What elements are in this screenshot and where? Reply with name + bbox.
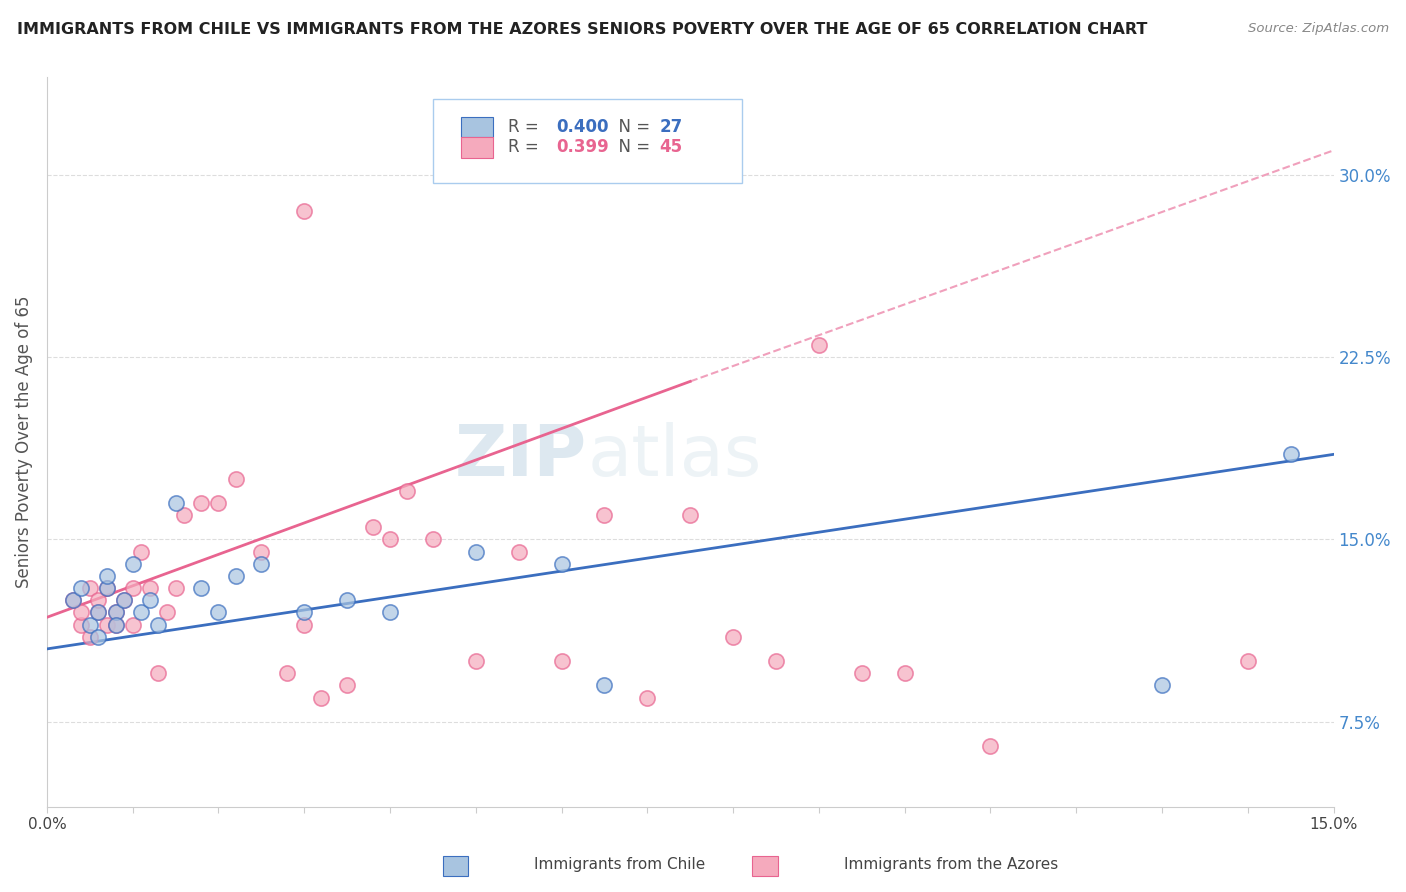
- Point: [62, 593, 84, 607]
- Point: [165, 581, 187, 595]
- Point: [292, 606, 315, 620]
- Point: [129, 544, 152, 558]
- Point: [225, 472, 247, 486]
- Point: [121, 557, 143, 571]
- Point: [190, 581, 212, 595]
- Y-axis label: Seniors Poverty Over the Age of 65: Seniors Poverty Over the Age of 65: [15, 296, 32, 589]
- Text: atlas: atlas: [588, 422, 762, 491]
- Point: [70, 606, 93, 620]
- Text: 0.399: 0.399: [557, 138, 609, 156]
- Text: 45: 45: [659, 138, 682, 156]
- Point: [311, 690, 333, 705]
- Point: [121, 581, 143, 595]
- Point: [979, 739, 1001, 754]
- Point: [139, 593, 162, 607]
- Point: [396, 483, 419, 498]
- Point: [129, 606, 152, 620]
- Text: IMMIGRANTS FROM CHILE VS IMMIGRANTS FROM THE AZORES SENIORS POVERTY OVER THE AGE: IMMIGRANTS FROM CHILE VS IMMIGRANTS FROM…: [17, 22, 1147, 37]
- Text: N =: N =: [607, 138, 655, 156]
- Point: [422, 533, 444, 547]
- Point: [508, 544, 530, 558]
- Point: [104, 617, 127, 632]
- Point: [1150, 678, 1173, 692]
- Point: [79, 617, 101, 632]
- Point: [807, 338, 830, 352]
- Point: [361, 520, 384, 534]
- Text: Source: ZipAtlas.com: Source: ZipAtlas.com: [1249, 22, 1389, 36]
- Point: [593, 508, 616, 523]
- Point: [225, 569, 247, 583]
- Point: [70, 581, 93, 595]
- Point: [336, 593, 359, 607]
- Point: [173, 508, 195, 523]
- Point: [679, 508, 702, 523]
- Point: [721, 630, 744, 644]
- Point: [1279, 447, 1302, 461]
- Text: R =: R =: [508, 118, 544, 136]
- Point: [1236, 654, 1258, 668]
- Point: [96, 569, 118, 583]
- Point: [336, 678, 359, 692]
- Point: [96, 617, 118, 632]
- Point: [96, 581, 118, 595]
- Point: [87, 630, 110, 644]
- Point: [156, 606, 179, 620]
- Point: [79, 630, 101, 644]
- Text: ZIP: ZIP: [456, 422, 588, 491]
- Point: [765, 654, 787, 668]
- Point: [893, 666, 915, 681]
- Text: 27: 27: [659, 118, 682, 136]
- Text: R =: R =: [508, 138, 544, 156]
- Point: [104, 606, 127, 620]
- Text: Immigrants from Chile: Immigrants from Chile: [534, 857, 706, 872]
- Point: [276, 666, 298, 681]
- Point: [87, 593, 110, 607]
- Point: [207, 496, 229, 510]
- Point: [62, 593, 84, 607]
- Text: 0.400: 0.400: [557, 118, 609, 136]
- Point: [207, 606, 229, 620]
- Point: [70, 617, 93, 632]
- FancyBboxPatch shape: [433, 99, 742, 183]
- Point: [112, 593, 135, 607]
- Point: [79, 581, 101, 595]
- Point: [464, 654, 486, 668]
- Point: [148, 617, 170, 632]
- Point: [104, 606, 127, 620]
- Point: [593, 678, 616, 692]
- Point: [292, 204, 315, 219]
- Point: [636, 690, 658, 705]
- Point: [250, 557, 273, 571]
- Point: [250, 544, 273, 558]
- Text: N =: N =: [607, 118, 655, 136]
- Point: [87, 606, 110, 620]
- Point: [378, 606, 401, 620]
- Point: [292, 617, 315, 632]
- Point: [550, 654, 572, 668]
- Point: [96, 581, 118, 595]
- Point: [165, 496, 187, 510]
- FancyBboxPatch shape: [461, 137, 494, 158]
- Point: [378, 533, 401, 547]
- Point: [112, 593, 135, 607]
- Point: [851, 666, 873, 681]
- Point: [104, 617, 127, 632]
- Point: [87, 606, 110, 620]
- Point: [190, 496, 212, 510]
- Point: [550, 557, 572, 571]
- Point: [464, 544, 486, 558]
- Point: [121, 617, 143, 632]
- Text: Immigrants from the Azores: Immigrants from the Azores: [844, 857, 1057, 872]
- Point: [148, 666, 170, 681]
- FancyBboxPatch shape: [461, 117, 494, 137]
- Point: [139, 581, 162, 595]
